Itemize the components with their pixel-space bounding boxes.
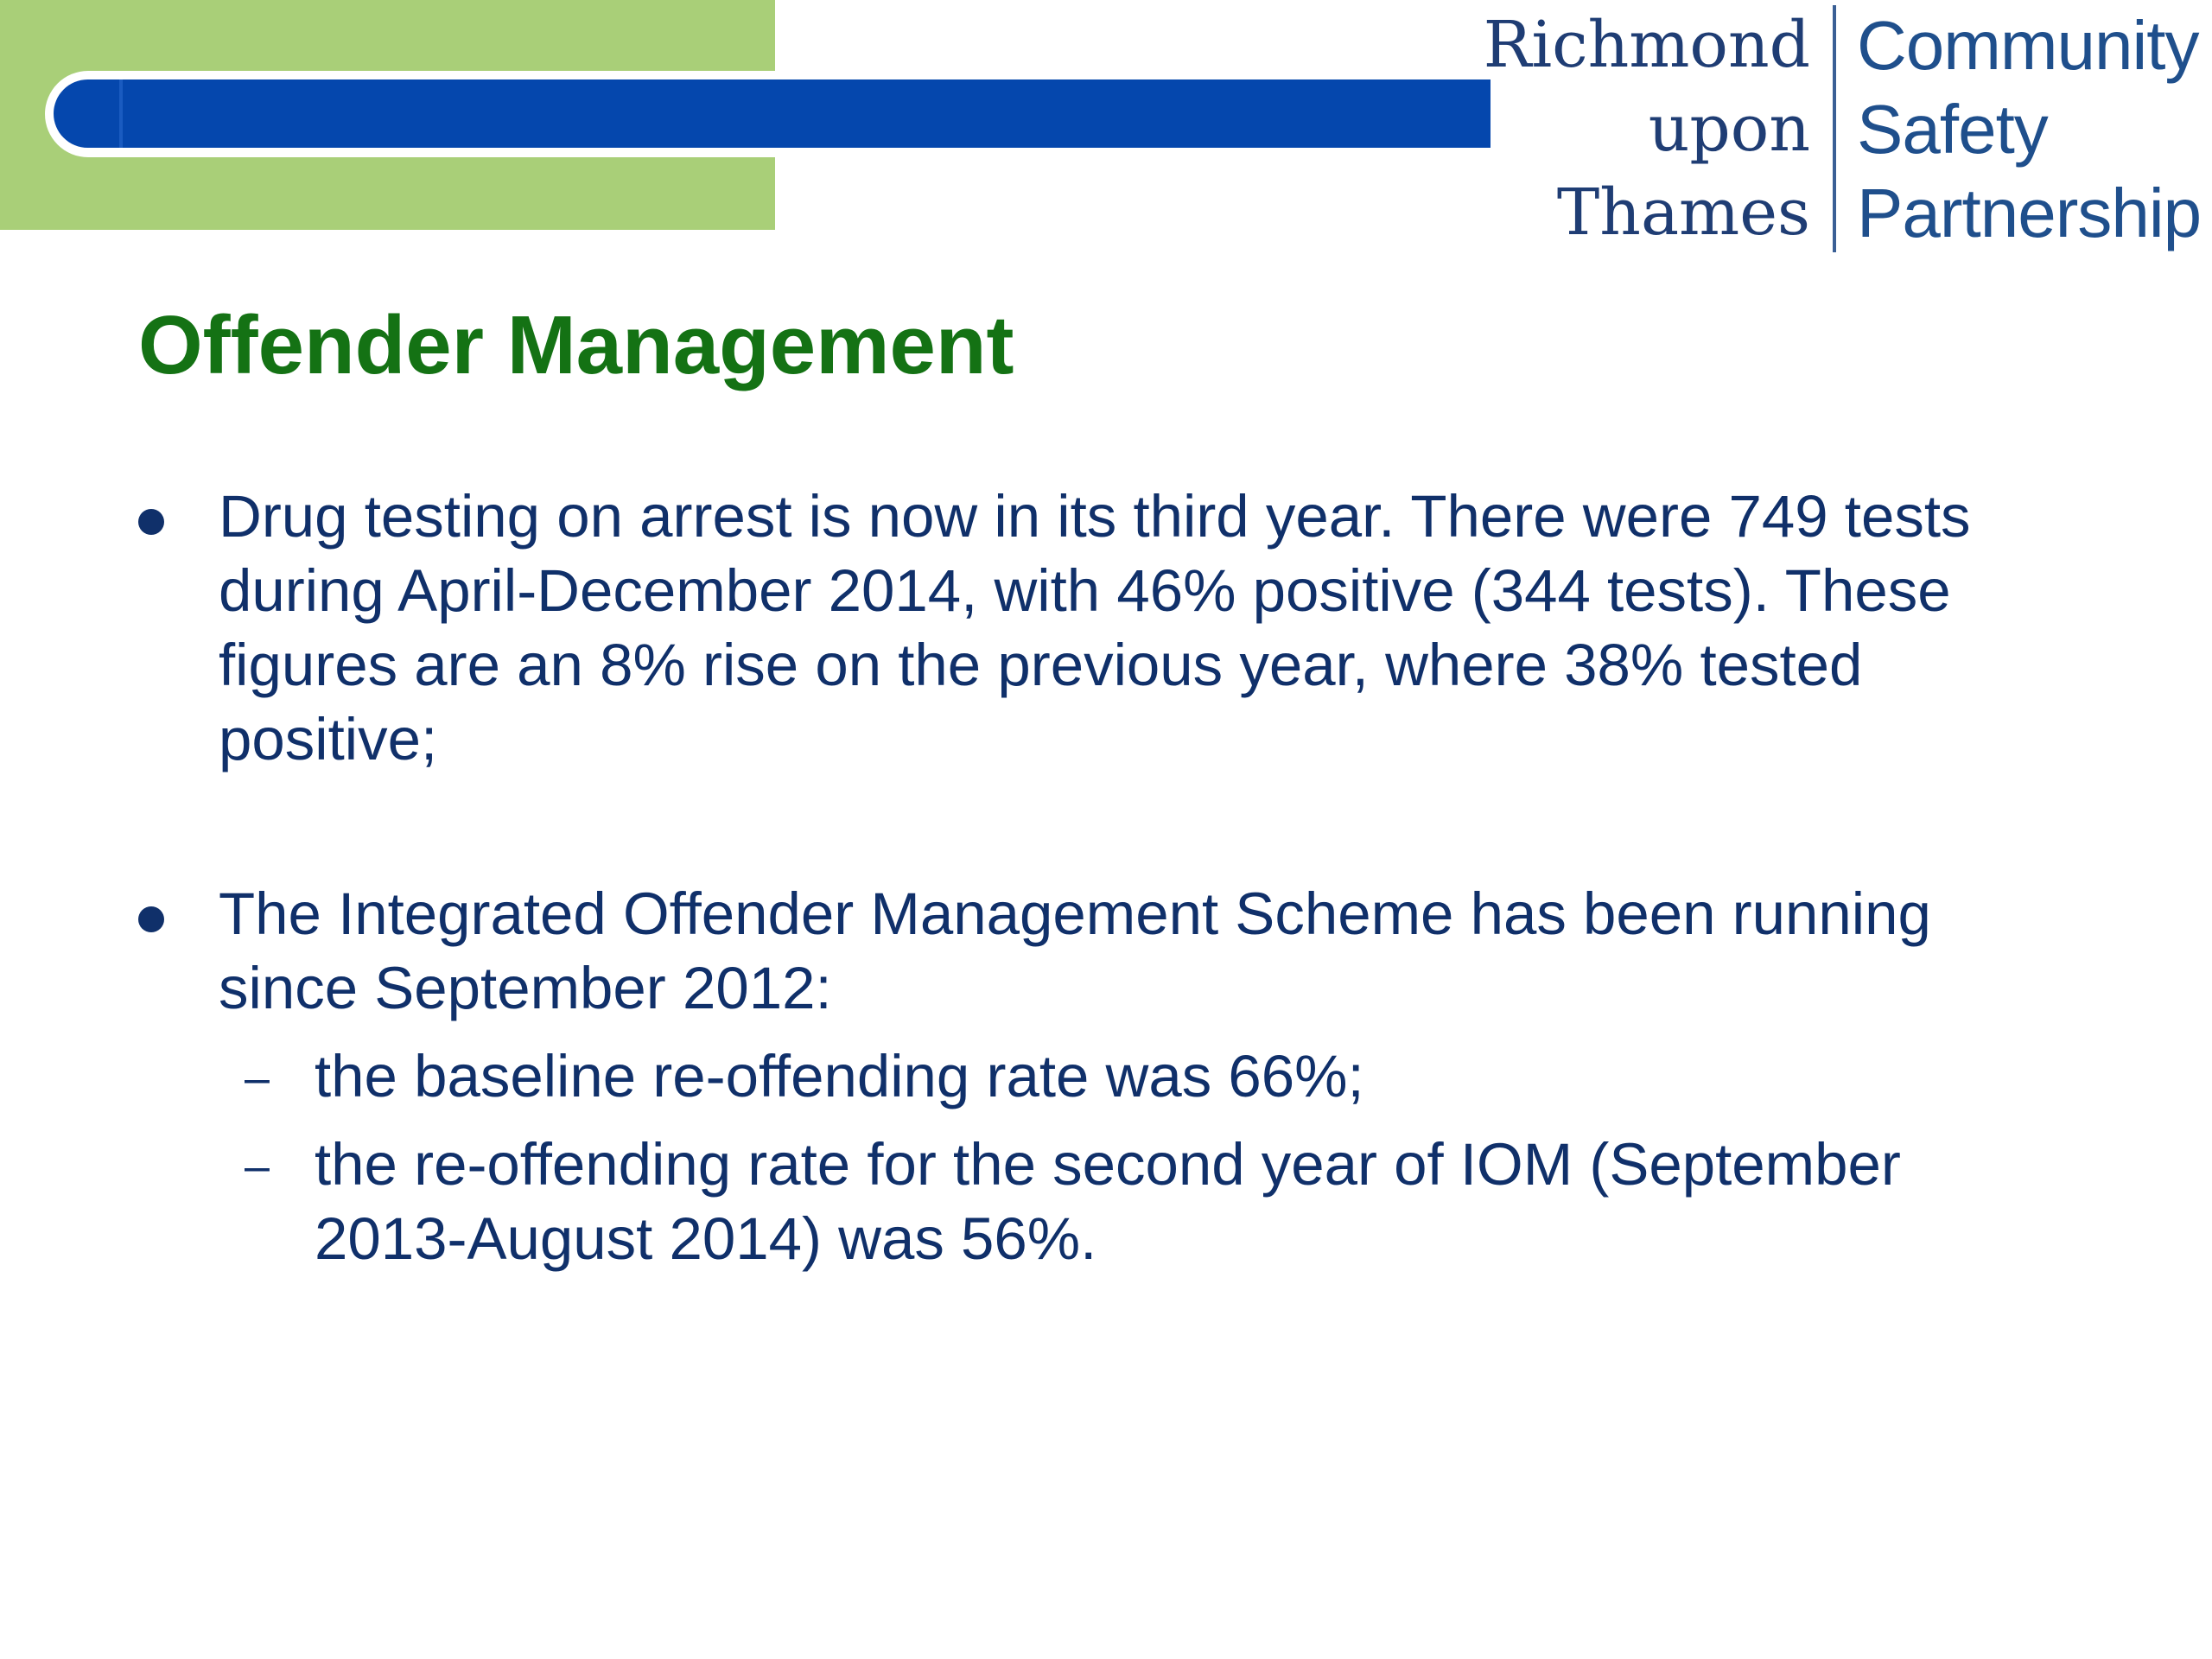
logo-partnership-name: Community Safety Partnership xyxy=(1857,3,2202,255)
logo-borough-name: Richmond upon Thames xyxy=(1484,3,1810,255)
logo-right-line-2: Safety xyxy=(1857,91,2049,168)
logo-left-line-3: Thames xyxy=(1556,175,1810,250)
slide-title: Offender Management xyxy=(138,299,1014,391)
dash-icon: – xyxy=(245,1053,270,1103)
logo-right-line-1: Community xyxy=(1857,7,2200,84)
bullet-dot-icon xyxy=(138,509,164,535)
bullet-dot-icon xyxy=(138,906,164,932)
logo-left-line-1: Richmond xyxy=(1483,8,1810,82)
bullet-text: Drug testing on arrest is now in its thi… xyxy=(219,483,1971,772)
header-blue-bar xyxy=(54,79,1491,148)
sub-item-text: the re-offending rate for the second yea… xyxy=(315,1131,1901,1272)
sub-item-second-year-rate: – the re-offending rate for the second y… xyxy=(219,1128,2117,1276)
sub-item-baseline-rate: – the baseline re-offending rate was 66%… xyxy=(219,1039,2117,1114)
bullet-item-drug-testing: Drug testing on arrest is now in its thi… xyxy=(130,480,2117,777)
sub-item-text: the baseline re-offending rate was 66%; xyxy=(315,1043,1364,1109)
bullet-text: The Integrated Offender Management Schem… xyxy=(219,880,1931,1021)
header-blue-bar-accent xyxy=(119,79,123,148)
logo-right-line-3: Partnership xyxy=(1857,175,2202,251)
logo-left-line-2: upon xyxy=(1648,92,1810,166)
bullet-list: Drug testing on arrest is now in its thi… xyxy=(130,480,2117,1276)
sub-bullet-list: – the baseline re-offending rate was 66%… xyxy=(219,1039,2117,1276)
bullet-item-iom-scheme: The Integrated Offender Management Schem… xyxy=(130,877,2117,1276)
logo-divider xyxy=(1833,5,1836,252)
partnership-logo: Richmond upon Thames Community Safety Pa… xyxy=(1484,0,2212,259)
dash-icon: – xyxy=(245,1141,270,1192)
header-white-cutout xyxy=(0,230,2212,282)
